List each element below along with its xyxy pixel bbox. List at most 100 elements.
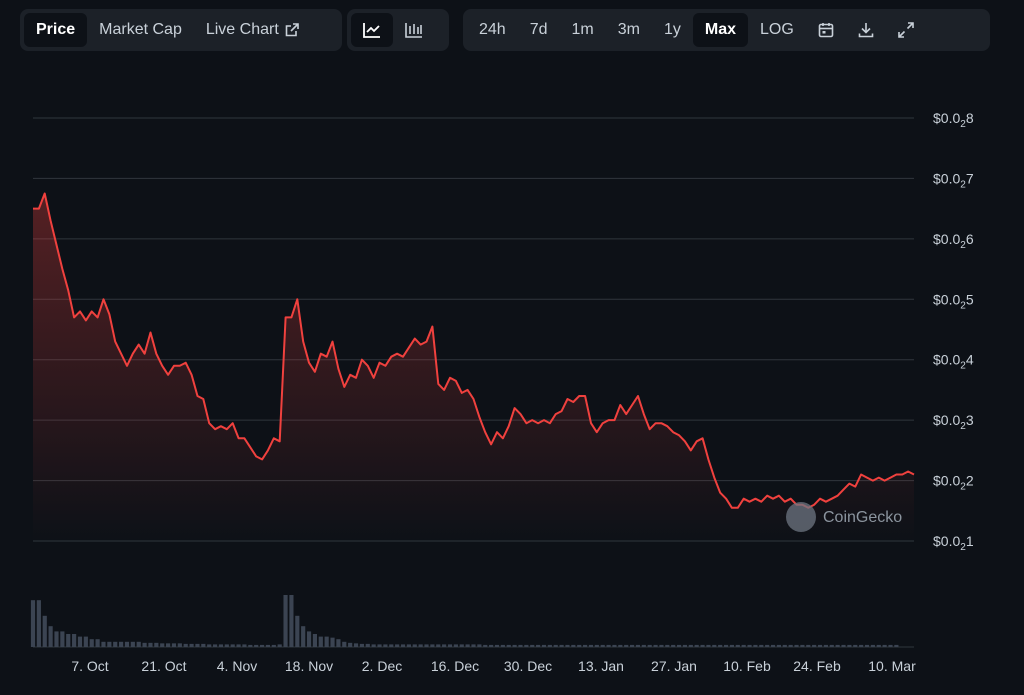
volume-bar [606, 644, 611, 647]
x-tick-label: 2. Dec [362, 658, 402, 674]
volume-bar [130, 641, 135, 647]
fullscreen-button[interactable] [886, 13, 926, 47]
volume-bar [512, 644, 517, 647]
y-tick-label: $0.026 [933, 231, 974, 251]
chart-toolbar: Price Market Cap Live Chart [0, 9, 1024, 51]
range-1m-button[interactable]: 1m [560, 13, 606, 47]
volume-bar [400, 644, 406, 647]
calendar-icon [817, 21, 835, 39]
volume-bar [77, 636, 83, 647]
x-tick-label: 13. Jan [578, 658, 624, 674]
volume-bar [189, 643, 194, 647]
volume-bar [718, 644, 723, 647]
volume-bar [565, 644, 570, 647]
range-7d-button[interactable]: 7d [518, 13, 560, 47]
volume-bar [882, 644, 887, 647]
range-24h-label: 24h [479, 21, 506, 38]
volume-bar [530, 644, 535, 647]
price-chart[interactable]: CoinGecko $0.021 $0.022 $0.023 $0.024 $0.025… [0, 60, 1024, 690]
metric-tab-group: Price Market Cap Live Chart [20, 9, 342, 51]
volume-bar [671, 644, 676, 647]
volume-bar [841, 644, 846, 647]
volume-bar [700, 644, 705, 647]
volume-bar [271, 644, 276, 647]
volume-bar [177, 643, 182, 647]
volume-bar [823, 644, 828, 647]
volume-bar [518, 644, 523, 647]
x-tick-label: 10. Mar [868, 658, 916, 674]
range-max-button[interactable]: Max [692, 13, 748, 47]
tab-live-chart-label: Live Chart [205, 21, 279, 38]
x-tick-label: 27. Jan [651, 658, 697, 674]
volume-bar [42, 615, 47, 647]
volume-bar [676, 644, 682, 647]
x-tick-label: 30. Dec [504, 658, 552, 674]
volume-bar [782, 644, 787, 647]
line-chart-button[interactable] [351, 13, 393, 47]
volume-bar [647, 644, 652, 647]
volume-bar [729, 644, 735, 647]
volume-bar [218, 644, 224, 647]
range-24h-button[interactable]: 24h [467, 13, 518, 47]
volume-bar [712, 644, 717, 647]
tab-market-cap[interactable]: Market Cap [87, 13, 194, 47]
tab-market-cap-label: Market Cap [99, 21, 182, 38]
volume-bar [154, 642, 159, 647]
volume-bar [95, 639, 100, 647]
volume-bar [506, 644, 511, 647]
volume-bar [389, 644, 394, 647]
volume-bar [418, 644, 423, 647]
volume-bar [888, 644, 893, 647]
volume-bar [119, 641, 124, 647]
volume-bar [800, 644, 805, 647]
line-chart-icon [362, 21, 382, 39]
volume-bar [377, 644, 382, 647]
y-tick-label: $0.025 [933, 291, 974, 311]
expand-icon [897, 21, 915, 39]
range-1y-button[interactable]: 1y [652, 13, 693, 47]
volume-bar [894, 644, 899, 647]
volume-bar [465, 644, 470, 647]
x-tick-label: 21. Oct [141, 658, 186, 674]
tab-price-label: Price [36, 21, 76, 38]
coingecko-watermark: CoinGecko [786, 502, 902, 532]
chart-type-group [347, 9, 449, 51]
log-scale-button[interactable]: LOG [748, 13, 806, 47]
x-tick-label: 7. Oct [71, 658, 108, 674]
volume-bar [101, 641, 106, 647]
volume-bar [365, 643, 370, 647]
range-3m-button[interactable]: 3m [606, 13, 652, 47]
volume-bar [383, 644, 388, 647]
volume-bar [36, 600, 41, 647]
volume-bar [453, 644, 458, 647]
volume-bar [635, 644, 641, 647]
volume-bar [853, 644, 858, 647]
volume-bar [536, 644, 541, 647]
volume-bar [236, 644, 241, 647]
volume-bar [442, 644, 447, 647]
volume-bar [870, 644, 875, 647]
volume-bar [659, 644, 664, 647]
volume-bar [83, 636, 88, 647]
volume-bar [641, 644, 646, 647]
range-1y-label: 1y [663, 21, 681, 38]
volume-bar [477, 644, 482, 647]
volume-bar [259, 644, 265, 647]
tab-price[interactable]: Price [24, 13, 88, 47]
volume-bar [765, 644, 770, 647]
log-scale-label: LOG [760, 21, 794, 38]
volume-bar [706, 644, 711, 647]
candlestick-chart-button[interactable] [393, 13, 435, 47]
y-tick-label: $0.027 [933, 170, 974, 190]
x-tick-label: 10. Feb [723, 658, 771, 674]
y-tick-label: $0.028 [933, 110, 974, 130]
volume-bar [183, 643, 188, 647]
tab-live-chart[interactable]: Live Chart [194, 13, 311, 47]
download-button[interactable] [846, 13, 886, 47]
volume-bar [618, 644, 623, 647]
volume-bar [594, 644, 599, 647]
calendar-button[interactable] [806, 13, 846, 47]
range-7d-label: 7d [529, 21, 548, 38]
volume-bar [324, 636, 329, 647]
volume-bar [318, 636, 323, 647]
